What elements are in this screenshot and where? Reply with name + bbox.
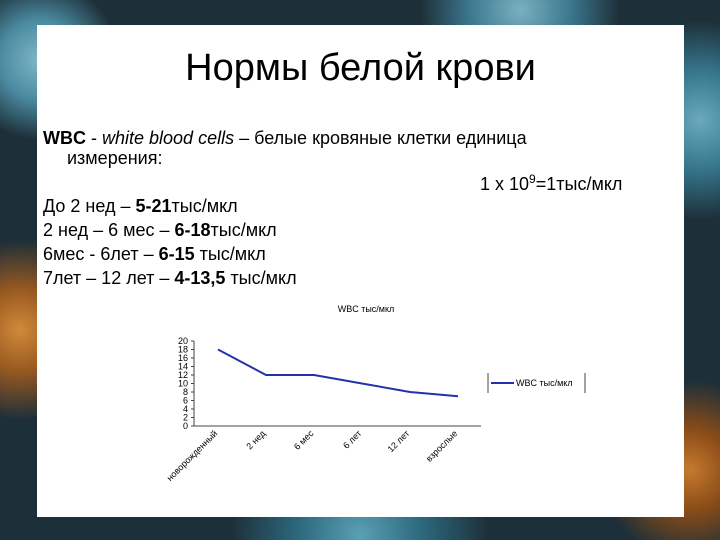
norm-label: До 2 нед – <box>43 196 136 216</box>
x-tick-label: 12 лет <box>386 428 412 454</box>
norm-row: 7лет – 12 лет – 4-13,5 тыс/мкл <box>43 268 297 289</box>
norm-unit: тыс/мкл <box>225 268 297 288</box>
slide: Нормы белой крови WBC - white blood cell… <box>37 25 684 517</box>
unit-base: 1 x 10 <box>480 174 530 194</box>
x-tick-label: 6 мес <box>292 428 316 452</box>
intro-text: – белые кровяные клетки единица <box>234 128 527 148</box>
norm-unit: тыс/мкл <box>210 220 277 240</box>
legend-label: WBC тыс/мкл <box>516 378 573 388</box>
norm-row: До 2 нед – 5-21тыс/мкл <box>43 196 238 217</box>
term: WBC <box>43 128 86 148</box>
unit-exp: 9 <box>529 172 536 186</box>
y-tick-label: 0 <box>183 421 188 431</box>
intro-text: измерения: <box>67 148 163 168</box>
y-tick-label: 16 <box>178 353 188 363</box>
norm-range: 5-21 <box>135 196 172 216</box>
unit: 1 x 109=1тыс/мкл <box>480 172 622 195</box>
y-tick-label: 6 <box>183 396 188 406</box>
intro: WBC - white blood cells – белые кровяные… <box>43 128 527 149</box>
norm-label: 7лет – 12 лет – <box>43 268 175 288</box>
x-tick-label: 2 нед <box>244 428 268 452</box>
y-tick-label: 14 <box>178 362 188 372</box>
norm-unit: тыс/мкл <box>171 196 238 216</box>
norm-label: 2 нед – 6 мес – <box>43 220 175 240</box>
series-line <box>217 348 459 398</box>
norm-label: 6мес - 6лет – <box>43 244 159 264</box>
x-tick-label: взрослые <box>424 428 459 463</box>
norm-range: 6-15 <box>158 244 195 264</box>
unit-tail: =1тыс/мкл <box>535 174 623 194</box>
x-tick-label: 6 лет <box>341 428 363 450</box>
slide-title: Нормы белой крови <box>185 47 536 89</box>
y-tick-label: 4 <box>183 404 188 414</box>
english: white blood cells <box>102 128 235 148</box>
norm-row: 2 нед – 6 мес – 6-18тыс/мкл <box>43 220 277 241</box>
x-tick-label: новорожденный <box>165 428 220 483</box>
norm-unit: тыс/мкл <box>194 244 266 264</box>
norm-row: 6мес - 6лет – 6-15 тыс/мкл <box>43 244 266 265</box>
y-tick-label: 18 <box>178 345 188 355</box>
norm-range: 4-13,5 <box>174 268 226 288</box>
y-tick-label: 8 <box>183 387 188 397</box>
y-tick-label: 20 <box>178 336 188 346</box>
norm-range: 6-18 <box>174 220 211 240</box>
y-tick-label: 10 <box>178 379 188 389</box>
y-tick-label: 12 <box>178 370 188 380</box>
chart-title: WBC тыс/мкл <box>338 304 395 314</box>
dash: - <box>86 128 102 148</box>
y-tick-label: 2 <box>183 413 188 423</box>
